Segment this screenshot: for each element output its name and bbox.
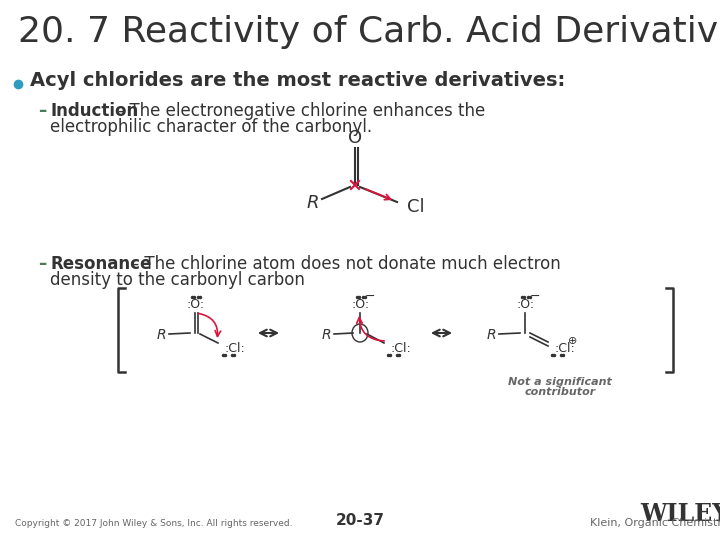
Text: 20-37: 20-37 <box>336 513 384 528</box>
Text: Resonance: Resonance <box>50 255 151 273</box>
Text: Klein, Organic Chemistry 3e: Klein, Organic Chemistry 3e <box>590 518 720 528</box>
Text: R: R <box>486 328 496 342</box>
Text: R: R <box>156 328 166 342</box>
Text: density to the carbonyl carbon: density to the carbonyl carbon <box>50 271 305 289</box>
Text: –: – <box>38 102 46 120</box>
Text: R: R <box>321 328 330 342</box>
Text: 20. 7 Reactivity of Carb. Acid Derivatives: 20. 7 Reactivity of Carb. Acid Derivativ… <box>18 15 720 49</box>
Text: - The chlorine atom does not donate much electron: - The chlorine atom does not donate much… <box>128 255 561 273</box>
Text: :O:: :O: <box>352 299 370 312</box>
Text: Cl: Cl <box>407 198 425 216</box>
Text: - The electronegative chlorine enhances the: - The electronegative chlorine enhances … <box>113 102 485 120</box>
Text: Induction: Induction <box>50 102 138 120</box>
Text: Copyright © 2017 John Wiley & Sons, Inc. All rights reserved.: Copyright © 2017 John Wiley & Sons, Inc.… <box>15 519 292 528</box>
Text: Acyl chlorides are the most reactive derivatives:: Acyl chlorides are the most reactive der… <box>30 71 565 90</box>
Text: :O:: :O: <box>187 299 205 312</box>
Text: ⊕: ⊕ <box>568 336 577 346</box>
Text: WILEY: WILEY <box>640 502 720 526</box>
Text: contributor: contributor <box>524 387 595 397</box>
Text: −: − <box>530 289 540 302</box>
Text: electrophilic character of the carbonyl.: electrophilic character of the carbonyl. <box>50 118 372 136</box>
Text: R: R <box>307 194 319 212</box>
Text: :O:: :O: <box>517 299 535 312</box>
Text: :Cl:: :Cl: <box>390 341 410 354</box>
Text: Not a significant: Not a significant <box>508 377 612 387</box>
Text: :Cl:: :Cl: <box>554 341 575 354</box>
Text: O: O <box>348 129 362 147</box>
Text: −: − <box>365 289 375 302</box>
Text: –: – <box>38 255 46 273</box>
Text: :Cl:: :Cl: <box>225 341 246 354</box>
